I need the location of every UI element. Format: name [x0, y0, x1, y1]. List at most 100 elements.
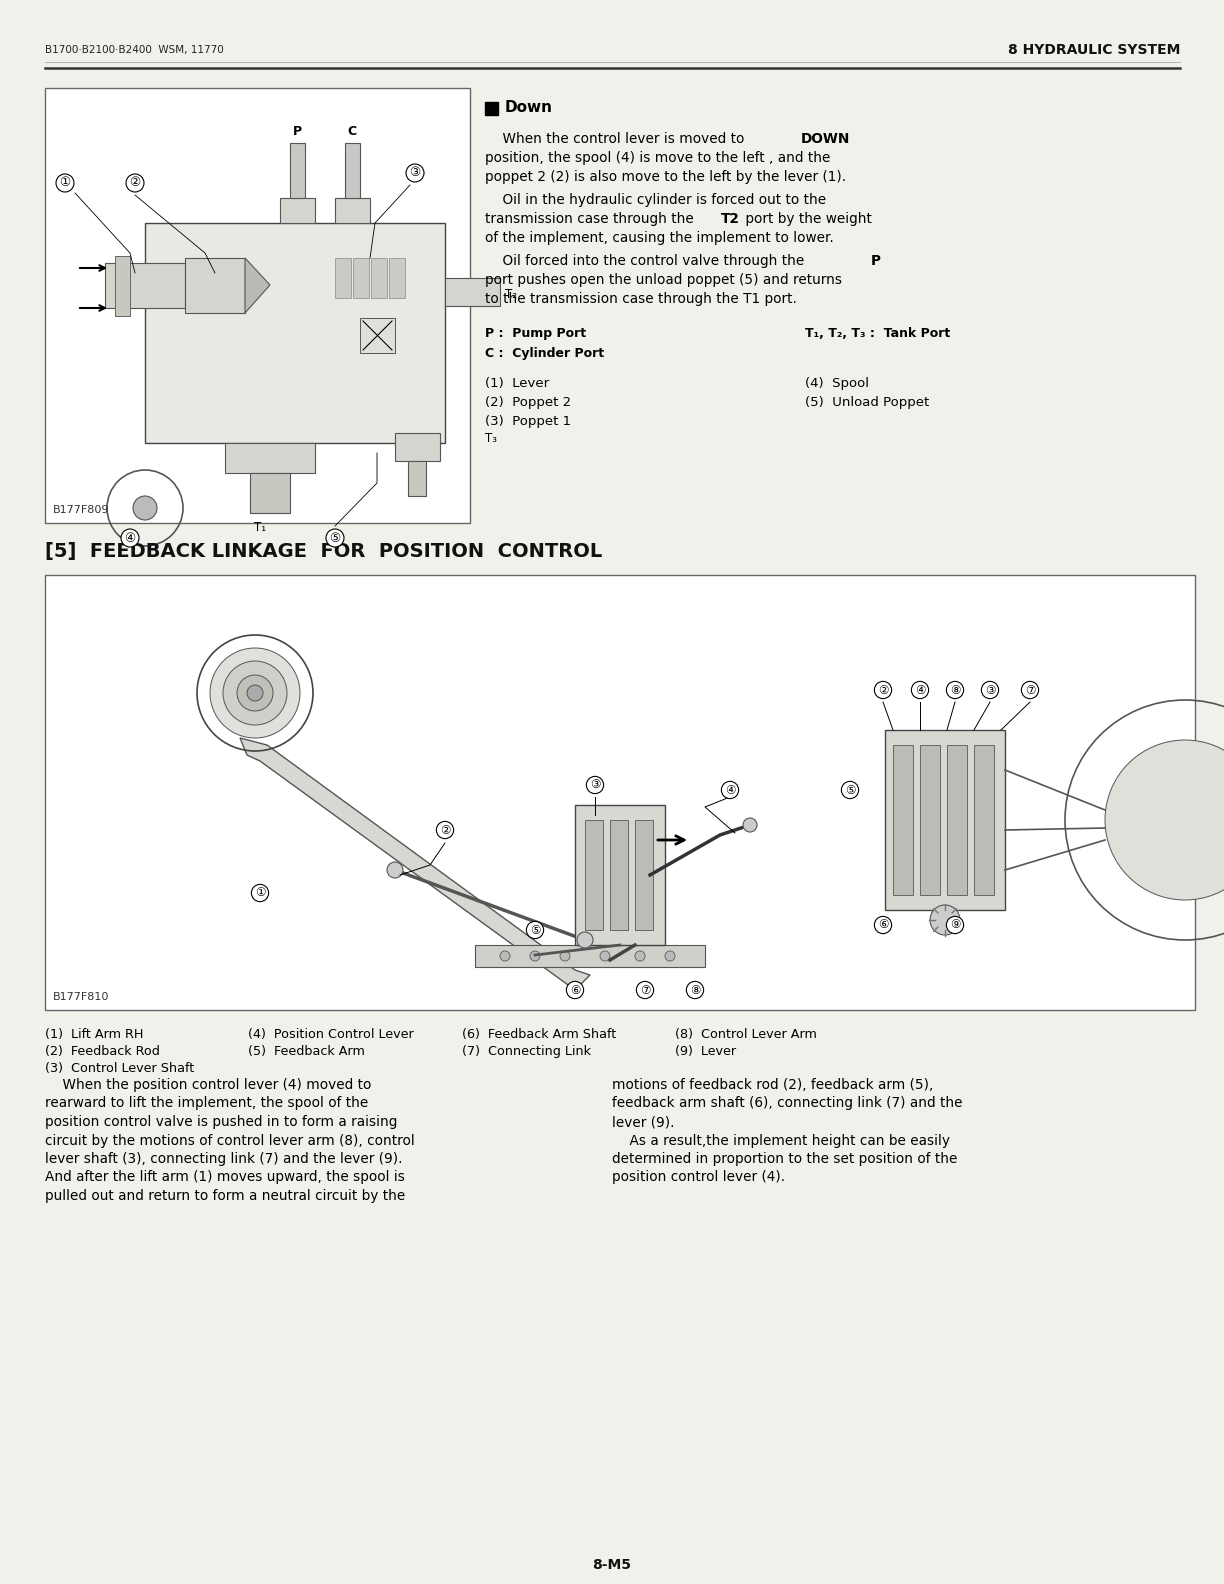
- Text: T₂: T₂: [506, 288, 517, 301]
- Text: ⑤: ⑤: [329, 532, 340, 545]
- Circle shape: [499, 950, 510, 961]
- Text: 8 HYDRAULIC SYSTEM: 8 HYDRAULIC SYSTEM: [1007, 43, 1180, 57]
- Bar: [353, 258, 368, 298]
- Text: of the implement, causing the implement to lower.: of the implement, causing the implement …: [485, 231, 834, 246]
- Text: ⑤: ⑤: [845, 784, 856, 797]
- Bar: [485, 101, 498, 116]
- Text: ⑤: ⑤: [530, 923, 540, 936]
- Text: (9)  Lever: (9) Lever: [674, 1045, 736, 1058]
- Bar: [947, 744, 967, 895]
- Text: ⑧: ⑧: [950, 684, 961, 697]
- Bar: [610, 821, 628, 930]
- Text: motions of feedback rod (2), feedback arm (5),: motions of feedback rod (2), feedback ar…: [612, 1079, 934, 1091]
- Bar: [290, 143, 305, 198]
- Circle shape: [635, 950, 645, 961]
- Bar: [575, 805, 665, 946]
- Circle shape: [577, 931, 592, 947]
- Circle shape: [247, 684, 263, 702]
- Text: port pushes open the unload poppet (5) and returns: port pushes open the unload poppet (5) a…: [485, 272, 842, 287]
- Text: Oil forced into the control valve through the: Oil forced into the control valve throug…: [485, 253, 809, 268]
- Text: Down: Down: [506, 100, 553, 116]
- Text: ⑨: ⑨: [950, 919, 961, 931]
- Text: As a result,the implement height can be easily: As a result,the implement height can be …: [612, 1134, 950, 1147]
- Bar: [335, 198, 370, 223]
- Text: P :  Pump Port: P : Pump Port: [485, 326, 586, 341]
- Text: (1)  Lift Arm RH: (1) Lift Arm RH: [45, 1028, 143, 1041]
- Text: port by the weight: port by the weight: [741, 212, 871, 227]
- Text: (5)  Unload Poppet: (5) Unload Poppet: [805, 396, 929, 409]
- Circle shape: [530, 950, 540, 961]
- Text: feedback arm shaft (6), connecting link (7) and the: feedback arm shaft (6), connecting link …: [612, 1096, 962, 1110]
- Text: (2)  Poppet 2: (2) Poppet 2: [485, 396, 572, 409]
- Bar: [395, 432, 439, 461]
- Text: pulled out and return to form a neutral circuit by the: pulled out and return to form a neutral …: [45, 1190, 405, 1202]
- Text: poppet 2 (2) is also move to the left by the lever (1).: poppet 2 (2) is also move to the left by…: [485, 169, 846, 184]
- Text: ①: ①: [60, 176, 71, 190]
- Text: P: P: [293, 125, 301, 138]
- Bar: [371, 258, 387, 298]
- Bar: [225, 444, 315, 474]
- Circle shape: [133, 496, 157, 520]
- Circle shape: [1105, 740, 1224, 900]
- Text: position, the spool (4) is move to the left , and the: position, the spool (4) is move to the l…: [485, 150, 830, 165]
- Circle shape: [930, 904, 960, 935]
- Text: ⑧: ⑧: [690, 984, 700, 996]
- Bar: [185, 258, 245, 314]
- Bar: [635, 821, 652, 930]
- Text: circuit by the motions of control lever arm (8), control: circuit by the motions of control lever …: [45, 1134, 415, 1147]
- Text: ②: ②: [130, 176, 141, 190]
- Text: position control valve is pushed in to form a raising: position control valve is pushed in to f…: [45, 1115, 398, 1129]
- Text: determined in proportion to the set position of the: determined in proportion to the set posi…: [612, 1152, 957, 1166]
- Text: (1)  Lever: (1) Lever: [485, 377, 550, 390]
- Text: transmission case through the: transmission case through the: [485, 212, 698, 227]
- Bar: [475, 946, 705, 966]
- Circle shape: [600, 950, 610, 961]
- Text: (2)  Feedback Rod: (2) Feedback Rod: [45, 1045, 160, 1058]
- Circle shape: [237, 675, 273, 711]
- Bar: [920, 744, 940, 895]
- Text: (4)  Position Control Lever: (4) Position Control Lever: [248, 1028, 414, 1041]
- Bar: [280, 198, 315, 223]
- Text: C: C: [348, 125, 356, 138]
- Text: lever (9).: lever (9).: [612, 1115, 674, 1129]
- Text: ④: ④: [914, 684, 925, 697]
- Text: ⑦: ⑦: [1024, 684, 1036, 697]
- Text: ④: ④: [125, 532, 136, 545]
- Text: to the transmission case through the T1 port.: to the transmission case through the T1 …: [485, 291, 797, 306]
- Circle shape: [561, 950, 570, 961]
- Text: ②: ②: [878, 684, 889, 697]
- Text: (4)  Spool: (4) Spool: [805, 377, 869, 390]
- Text: Oil in the hydraulic cylinder is forced out to the: Oil in the hydraulic cylinder is forced …: [485, 193, 826, 208]
- Text: When the control lever is moved to: When the control lever is moved to: [485, 131, 749, 146]
- Polygon shape: [245, 258, 271, 314]
- Text: ③: ③: [985, 684, 995, 697]
- Text: DOWN: DOWN: [800, 131, 851, 146]
- Bar: [585, 821, 603, 930]
- Text: C :  Cylinder Port: C : Cylinder Port: [485, 347, 605, 360]
- Bar: [144, 223, 446, 444]
- Text: rearward to lift the implement, the spool of the: rearward to lift the implement, the spoo…: [45, 1096, 368, 1110]
- Text: (6)  Feedback Arm Shaft: (6) Feedback Arm Shaft: [461, 1028, 616, 1041]
- Bar: [389, 258, 405, 298]
- Text: P: P: [871, 253, 881, 268]
- Text: [5]  FEEDBACK LINKAGE  FOR  POSITION  CONTROL: [5] FEEDBACK LINKAGE FOR POSITION CONTRO…: [45, 542, 602, 561]
- Bar: [360, 318, 395, 353]
- Text: B177F810: B177F810: [53, 992, 109, 1003]
- Bar: [835, 630, 1165, 960]
- Bar: [45, 575, 1195, 1011]
- Text: T₁: T₁: [253, 521, 266, 534]
- Circle shape: [223, 661, 286, 725]
- Bar: [885, 730, 1005, 909]
- Text: And after the lift arm (1) moves upward, the spool is: And after the lift arm (1) moves upward,…: [45, 1171, 405, 1185]
- Circle shape: [211, 648, 300, 738]
- Circle shape: [665, 950, 674, 961]
- Bar: [894, 744, 913, 895]
- Text: ⑥: ⑥: [569, 984, 580, 996]
- Bar: [408, 461, 426, 496]
- Text: T₁, T₂, T₃ :  Tank Port: T₁, T₂, T₃ : Tank Port: [805, 326, 950, 341]
- Bar: [45, 89, 470, 523]
- Bar: [345, 143, 360, 198]
- Polygon shape: [240, 738, 590, 990]
- Text: B177F809: B177F809: [53, 505, 109, 515]
- Text: B1700·B2100·B2400  WSM, 11770: B1700·B2100·B2400 WSM, 11770: [45, 44, 224, 55]
